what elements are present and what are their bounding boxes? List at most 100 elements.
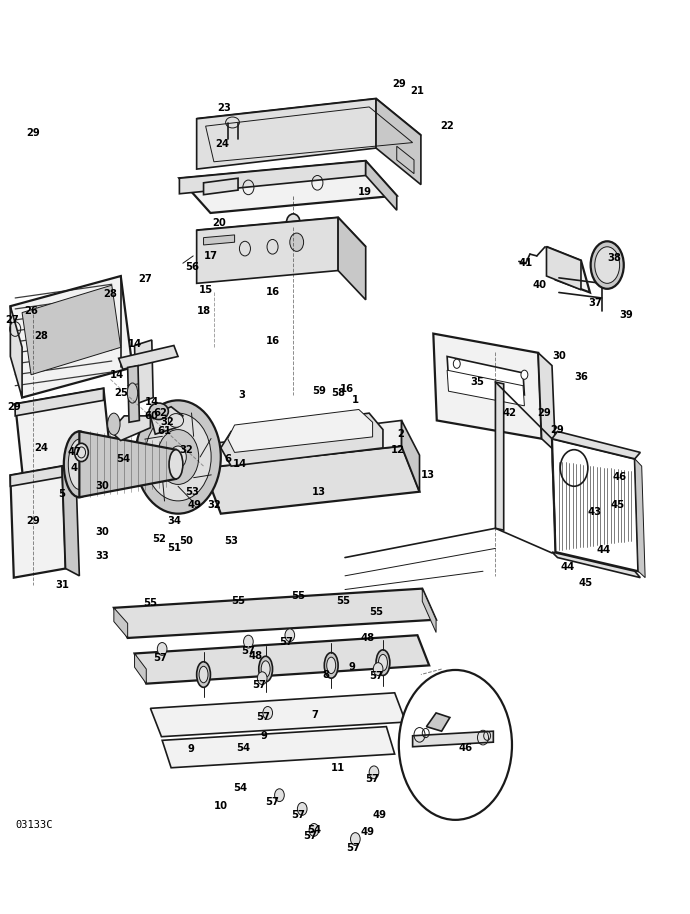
- Ellipse shape: [127, 383, 138, 403]
- Text: 44: 44: [597, 546, 611, 555]
- Text: 5: 5: [59, 489, 66, 498]
- Polygon shape: [204, 178, 238, 195]
- Text: 57: 57: [369, 672, 383, 681]
- Text: 20: 20: [213, 218, 226, 228]
- Text: 37: 37: [588, 299, 602, 308]
- Polygon shape: [135, 635, 429, 684]
- Text: 57: 57: [279, 637, 293, 646]
- Circle shape: [267, 239, 278, 254]
- Polygon shape: [179, 161, 366, 194]
- Circle shape: [170, 446, 186, 468]
- Text: 46: 46: [459, 743, 473, 752]
- Text: 29: 29: [392, 80, 406, 89]
- Circle shape: [275, 789, 284, 802]
- Text: 45: 45: [578, 579, 592, 588]
- Polygon shape: [228, 409, 373, 452]
- Ellipse shape: [199, 666, 208, 683]
- Text: 27: 27: [138, 274, 152, 283]
- Polygon shape: [110, 416, 150, 441]
- Ellipse shape: [108, 413, 120, 435]
- Text: 29: 29: [551, 425, 564, 434]
- Text: 40: 40: [533, 281, 546, 290]
- Text: 56: 56: [185, 262, 199, 271]
- Text: 33: 33: [95, 551, 109, 560]
- Polygon shape: [204, 235, 235, 245]
- Polygon shape: [119, 345, 178, 369]
- Ellipse shape: [259, 656, 273, 682]
- Text: 44: 44: [560, 562, 574, 571]
- Polygon shape: [114, 608, 128, 638]
- Ellipse shape: [379, 654, 388, 671]
- Polygon shape: [10, 306, 22, 398]
- Circle shape: [263, 707, 273, 719]
- Circle shape: [351, 833, 360, 845]
- Text: 57: 57: [153, 654, 167, 663]
- Polygon shape: [204, 446, 420, 514]
- Text: 54: 54: [116, 454, 130, 463]
- Text: 39: 39: [620, 311, 633, 320]
- Text: 57: 57: [252, 681, 266, 690]
- Text: 30: 30: [95, 527, 109, 537]
- Circle shape: [157, 430, 199, 484]
- Ellipse shape: [324, 653, 338, 678]
- Polygon shape: [413, 731, 493, 747]
- Text: 27: 27: [6, 315, 19, 324]
- Ellipse shape: [169, 450, 183, 479]
- Polygon shape: [402, 420, 420, 492]
- Text: 36: 36: [574, 372, 588, 381]
- Text: 22: 22: [440, 122, 454, 131]
- Ellipse shape: [64, 431, 95, 497]
- Text: 11: 11: [331, 763, 345, 772]
- Polygon shape: [447, 356, 524, 395]
- Circle shape: [75, 443, 88, 462]
- Text: 14: 14: [233, 460, 247, 469]
- Text: 1: 1: [352, 396, 359, 405]
- Text: 3: 3: [238, 390, 245, 399]
- Text: 61: 61: [157, 427, 171, 436]
- Polygon shape: [552, 439, 638, 571]
- Polygon shape: [376, 99, 421, 185]
- Text: 53: 53: [224, 537, 238, 546]
- Text: 59: 59: [312, 387, 326, 396]
- Ellipse shape: [197, 662, 210, 687]
- Text: 32: 32: [207, 500, 221, 509]
- Text: 16: 16: [339, 385, 353, 394]
- Ellipse shape: [327, 657, 335, 674]
- Text: 14: 14: [128, 339, 141, 348]
- Circle shape: [135, 400, 221, 514]
- Text: 28: 28: [104, 290, 117, 299]
- Text: 55: 55: [369, 608, 383, 617]
- Text: 10: 10: [214, 802, 228, 811]
- Text: 29: 29: [26, 128, 40, 137]
- Polygon shape: [150, 693, 406, 737]
- Polygon shape: [447, 370, 524, 406]
- Text: 14: 14: [110, 370, 124, 379]
- Text: 47: 47: [68, 448, 81, 457]
- Circle shape: [145, 413, 211, 501]
- Polygon shape: [635, 459, 645, 578]
- Text: 48: 48: [248, 652, 262, 661]
- Text: 54: 54: [236, 743, 250, 752]
- Polygon shape: [10, 466, 66, 578]
- Text: 49: 49: [361, 827, 375, 836]
- Ellipse shape: [261, 661, 270, 677]
- Polygon shape: [114, 589, 436, 638]
- Circle shape: [373, 663, 383, 675]
- Ellipse shape: [149, 403, 168, 420]
- Polygon shape: [204, 420, 402, 468]
- Text: 49: 49: [373, 811, 386, 820]
- Text: 51: 51: [167, 544, 181, 553]
- Text: 25: 25: [115, 388, 128, 398]
- Circle shape: [286, 214, 300, 232]
- Text: 55: 55: [291, 591, 305, 600]
- Ellipse shape: [68, 440, 90, 490]
- Polygon shape: [546, 247, 581, 290]
- Polygon shape: [10, 276, 132, 398]
- Ellipse shape: [376, 650, 390, 675]
- Text: 55: 55: [144, 599, 157, 608]
- Text: 29: 29: [26, 516, 40, 526]
- Polygon shape: [179, 161, 397, 213]
- Text: 57: 57: [291, 811, 305, 820]
- Polygon shape: [552, 439, 555, 553]
- Text: 58: 58: [331, 388, 345, 398]
